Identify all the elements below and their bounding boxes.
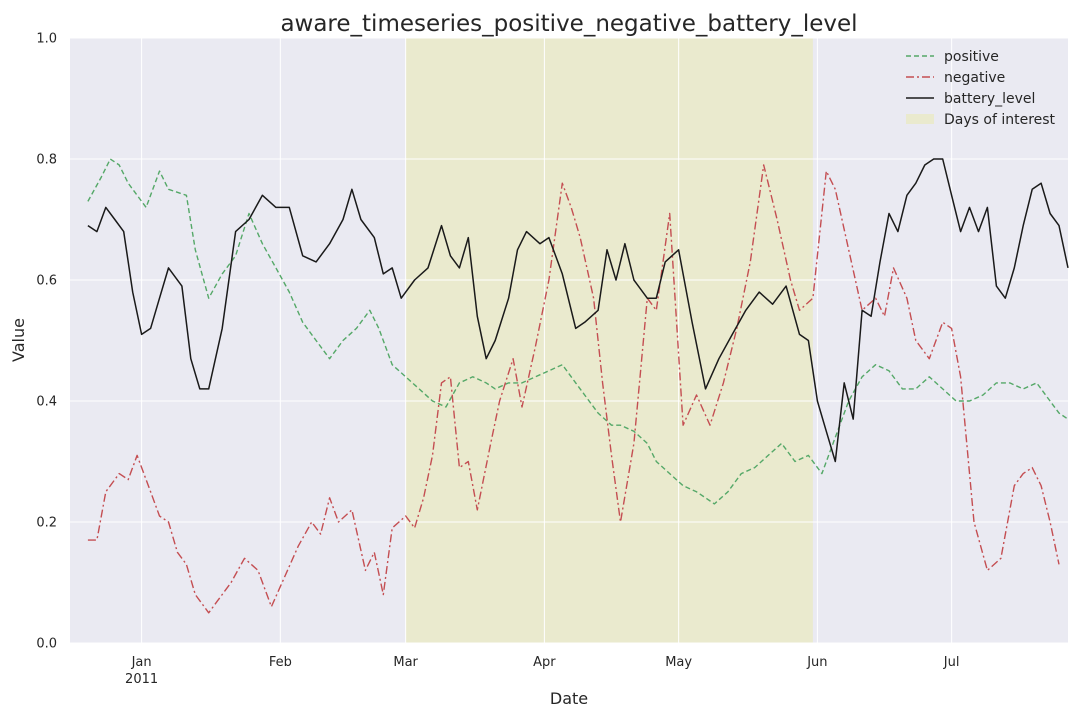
x-tick-label: May xyxy=(665,655,692,670)
x-tick-label: Mar xyxy=(393,655,418,670)
series-layer xyxy=(87,158,1069,614)
y-tick-label: 0.6 xyxy=(36,274,57,289)
y-tick-label: 1.0 xyxy=(36,32,57,47)
legend-swatch xyxy=(906,114,934,124)
x-tick-label: Jan xyxy=(131,655,152,670)
legend-label: battery_level xyxy=(944,91,1035,107)
x-tick-label: Feb xyxy=(269,655,292,670)
grid-layer xyxy=(70,37,1068,644)
x-axis-label: Date xyxy=(550,689,588,708)
legend-label: negative xyxy=(944,70,1005,86)
y-tick-label: 0.8 xyxy=(36,153,57,168)
x-tick-sublabel: 2011 xyxy=(125,672,158,687)
chart-title: aware_timeseries_positive_negative_batte… xyxy=(280,11,857,37)
y-tick-label: 0.4 xyxy=(36,395,57,410)
legend-label: Days of interest xyxy=(944,112,1056,128)
y-axis-label: Value xyxy=(9,318,28,362)
highlight-layer xyxy=(405,38,813,643)
y-tick-label: 0.2 xyxy=(36,516,57,531)
legend-label: positive xyxy=(944,49,999,65)
x-tick-label: Jul xyxy=(943,655,960,670)
x-tick-label: Apr xyxy=(533,655,556,670)
y-tick-label: 0.0 xyxy=(36,637,57,652)
battery-level-series-line xyxy=(87,158,1069,463)
days-of-interest-span xyxy=(405,38,813,643)
x-tick-label: Jun xyxy=(806,655,827,670)
y-axis-ticks: 0.0 0.2 0.4 0.6 0.8 1.0 xyxy=(36,32,57,652)
x-axis-ticks: Jan 2011 Feb Mar Apr May Jun Jul xyxy=(125,655,959,687)
legend: positive negative battery_level Days of int… xyxy=(906,49,1056,128)
negative-series-line xyxy=(87,164,1060,614)
